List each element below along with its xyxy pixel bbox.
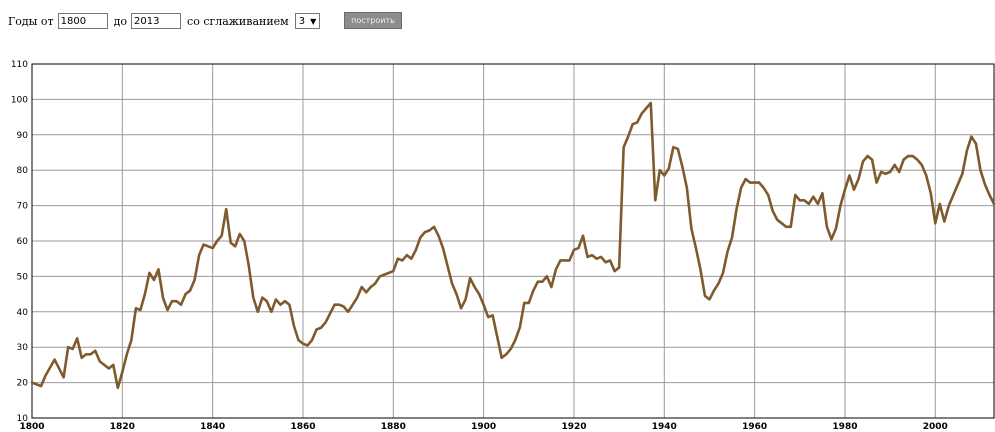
x-tick-label: 2000 [923,422,948,432]
plot-frame [31,63,995,419]
series-line [30,101,995,390]
year-from-input[interactable] [57,13,108,29]
x-tick-label: 1900 [471,422,496,432]
x-tick-label: 1820 [110,422,135,432]
y-tick-label: 100 [11,95,28,105]
x-tick-label: 1860 [290,422,315,432]
build-button[interactable]: построить [344,12,402,29]
y-tick-label: 110 [11,60,28,70]
smoothing-select[interactable]: 3 ▼ [294,13,321,29]
y-tick-label: 10 [17,414,29,424]
x-tick-label: 1800 [19,422,44,432]
x-tick-label: 1980 [832,422,857,432]
x-tick-label: 1840 [200,422,225,432]
x-axis-ticks: 1800 1820 1840 1860 1880 1900 1920 1940 1960 1980… [19,422,947,432]
x-tick-label: 1960 [742,422,767,432]
controls-button-row: построить [8,11,408,31]
smoothing-label: со сглаживанием [187,14,289,28]
year-to-input[interactable] [131,13,182,29]
x-tick-label: 1880 [381,422,406,432]
years-from-label: Годы от [8,14,54,28]
y-axis-ticks: 10 20 30 40 50 60 70 80 90 100 110 [11,60,28,424]
y-tick-label: 70 [17,202,29,212]
y-tick-label: 90 [17,131,29,141]
x-tick-label: 1920 [561,422,586,432]
y-tick-label: 20 [17,379,29,389]
controls-bar: Годы от до со сглаживанием 3 ▼ [8,11,321,31]
y-tick-label: 40 [17,308,29,318]
y-tick-label: 30 [17,343,29,353]
y-tick-label: 50 [17,272,29,282]
smoothing-value: 3 [298,15,306,27]
chart-grid [31,63,994,419]
x-tick-label: 1940 [652,422,677,432]
years-to-label: до [113,14,128,28]
dropdown-arrow-icon: ▼ [310,16,317,26]
y-tick-label: 60 [17,237,29,247]
y-tick-label: 80 [17,166,29,176]
